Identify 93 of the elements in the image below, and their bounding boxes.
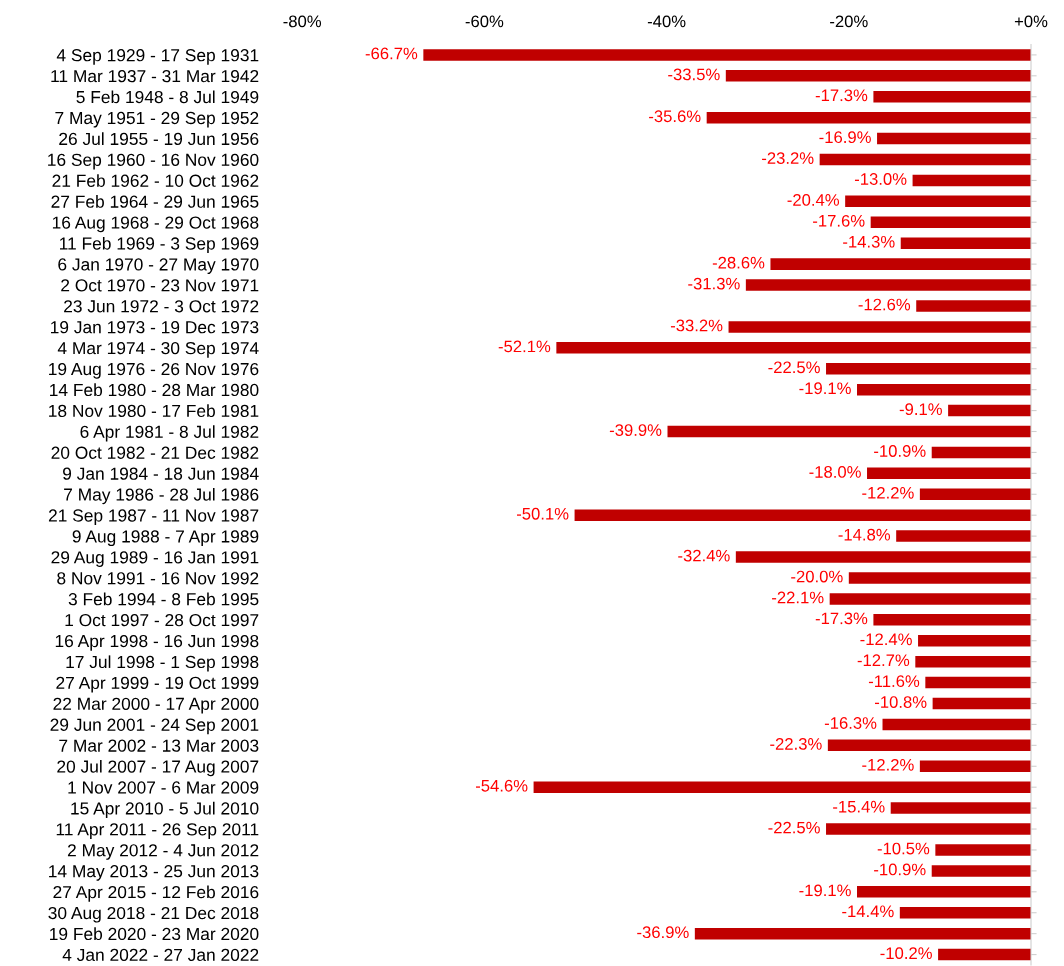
y-tick-label: 27 Apr 2015 - 12 Feb 2016	[53, 885, 259, 902]
data-label: -33.5%	[668, 68, 720, 81]
data-label: -16.9%	[819, 131, 871, 144]
data-label: -10.9%	[874, 863, 926, 876]
x-tick-label: +0%	[1014, 15, 1048, 28]
y-tick-label: 17 Jul 1998 - 1 Sep 1998	[66, 655, 259, 672]
x-tick-label: -80%	[283, 15, 322, 28]
y-tick-label: 11 Feb 1969 - 3 Sep 1969	[60, 236, 259, 254]
data-label: -54.6%	[475, 779, 528, 792]
y-tick-label: 22 Mar 2000 - 17 Apr 2000	[53, 697, 259, 714]
y-tick-label: 26 Jul 1955 - 19 Jun 1956	[59, 132, 259, 146]
data-label: -12.7%	[857, 654, 910, 667]
data-label: -36.9%	[637, 926, 689, 939]
y-tick-label: 9 Jan 1984 - 18 Jun 1984	[63, 467, 259, 480]
data-label: -19.1%	[799, 884, 851, 897]
y-tick-label: 16 Sep 1960 - 16 Nov 1960	[48, 153, 259, 170]
y-tick-label: 11 Apr 2011 - 26 Sep 2011	[56, 823, 259, 839]
y-tick-label: 21 Feb 1962 - 10 Oct 1962	[52, 174, 259, 187]
y-tick-label: 30 Aug 2018 - 21 Dec 2018	[48, 906, 259, 923]
data-label: -23.2%	[762, 152, 814, 164]
y-tick-label: 20 Oct 1982 - 21 Dec 1982	[51, 446, 259, 459]
data-label: -12.2%	[862, 486, 914, 499]
y-tick-label: 14 May 2013 - 25 Jun 2013	[49, 865, 259, 881]
data-label: -10.8%	[875, 696, 927, 708]
x-tick-label: -20%	[830, 15, 868, 28]
data-label: -14.8%	[838, 528, 891, 541]
data-label: -20.0%	[791, 570, 843, 583]
data-label: -17.6%	[813, 214, 865, 227]
data-label: -13.0%	[854, 173, 907, 185]
y-tick-label: 4 Sep 1929 - 17 Sep 1931	[56, 49, 259, 65]
y-tick-label: 7 May 1951 - 29 Sep 1952	[55, 111, 259, 128]
y-tick-label: 9 Aug 1988 - 7 Apr 1989	[72, 530, 259, 547]
data-label: -66.7%	[365, 47, 418, 60]
data-label: -22.5%	[768, 361, 820, 374]
x-tick-label: -60%	[465, 15, 504, 28]
data-label: -22.3%	[770, 738, 822, 750]
y-tick-label: 3 Feb 1994 - 8 Feb 1995	[68, 592, 259, 606]
y-tick-label: 19 Aug 1976 - 26 Nov 1976	[49, 362, 259, 379]
data-label: -32.4%	[678, 549, 730, 562]
y-tick-label: 14 Feb 1980 - 28 Mar 1980	[50, 383, 259, 397]
data-label: -16.3%	[824, 717, 877, 729]
x-tick-label: -40%	[647, 15, 686, 28]
y-tick-label: 6 Apr 1981 - 8 Jul 1982	[80, 425, 259, 442]
data-label: -10.2%	[880, 947, 932, 960]
y-tick-label: 15 Apr 2010 - 5 Jul 2010	[71, 801, 259, 819]
y-tick-label: 29 Aug 1989 - 16 Jan 1991	[51, 551, 259, 567]
y-tick-label: 11 Mar 1937 - 31 Mar 1942	[51, 69, 259, 83]
y-tick-label: 16 Apr 1998 - 16 Jun 1998	[55, 634, 259, 651]
data-label: -50.1%	[516, 507, 569, 520]
y-tick-label: 8 Nov 1991 - 16 Nov 1992	[57, 572, 259, 585]
y-tick-label: 2 May 2012 - 4 Jun 2012	[67, 844, 259, 860]
y-tick-label: 7 Mar 2002 - 13 Mar 2003	[59, 739, 259, 752]
data-label: -28.6%	[712, 256, 765, 269]
y-tick-label: 18 Nov 1980 - 17 Feb 1981	[49, 404, 259, 418]
y-tick-label: 21 Sep 1987 - 11 Nov 1987	[48, 509, 259, 526]
data-label: -20.4%	[787, 194, 840, 206]
y-tick-label: 7 May 1986 - 28 Jul 1986	[64, 487, 259, 505]
y-tick-label: 23 Jun 1972 - 3 Oct 1972	[64, 300, 259, 313]
data-label: -10.5%	[877, 842, 930, 855]
data-label: -52.1%	[498, 340, 551, 353]
data-label: -12.6%	[858, 298, 911, 311]
y-tick-label: 4 Jan 2022 - 27 Jan 2022	[62, 948, 259, 962]
y-tick-label: 6 Jan 1970 - 27 May 1970	[58, 258, 259, 275]
y-tick-label: 1 Nov 2007 - 6 Mar 2009	[68, 781, 259, 794]
y-tick-label: 4 Mar 1974 - 30 Sep 1974	[57, 341, 259, 358]
data-label: -12.4%	[860, 633, 912, 646]
data-label: -35.6%	[649, 110, 701, 123]
y-tick-label: 16 Aug 1968 - 29 Oct 1968	[52, 216, 259, 233]
data-label: -39.9%	[609, 424, 662, 436]
y-tick-label: 20 Jul 2007 - 17 Aug 2007	[57, 759, 259, 777]
data-label: -15.4%	[833, 800, 885, 813]
data-label: -14.4%	[842, 905, 894, 918]
data-label: -11.6%	[868, 675, 920, 688]
y-tick-label: 29 Jun 2001 - 24 Sep 2001	[50, 718, 259, 735]
data-label: -22.1%	[772, 591, 824, 604]
data-label: -33.2%	[670, 319, 723, 332]
y-tick-label: 27 Feb 1964 - 29 Jun 1965	[51, 195, 259, 208]
data-label: -9.1%	[899, 403, 942, 416]
y-tick-label: 2 Oct 1970 - 23 Nov 1971	[61, 279, 259, 292]
data-label: -31.3%	[688, 277, 740, 290]
data-label: -18.0%	[809, 466, 861, 478]
y-tick-label: 1 Oct 1997 - 28 Oct 1997	[65, 613, 259, 627]
data-label: -17.3%	[815, 89, 868, 102]
data-label: -12.2%	[862, 758, 914, 771]
y-tick-label: 19 Jan 1973 - 19 Dec 1973	[51, 321, 259, 334]
data-label: -17.3%	[815, 612, 868, 625]
y-tick-label: 19 Feb 2020 - 23 Mar 2020	[50, 927, 259, 941]
y-tick-label: 27 Apr 1999 - 19 Oct 1999	[56, 676, 259, 693]
data-label: -10.9%	[874, 445, 926, 457]
data-label: -22.5%	[768, 821, 820, 834]
y-tick-label: 5 Feb 1948 - 8 Jul 1949	[76, 90, 259, 104]
data-label: -19.1%	[799, 382, 851, 395]
data-label: -14.3%	[843, 235, 895, 248]
